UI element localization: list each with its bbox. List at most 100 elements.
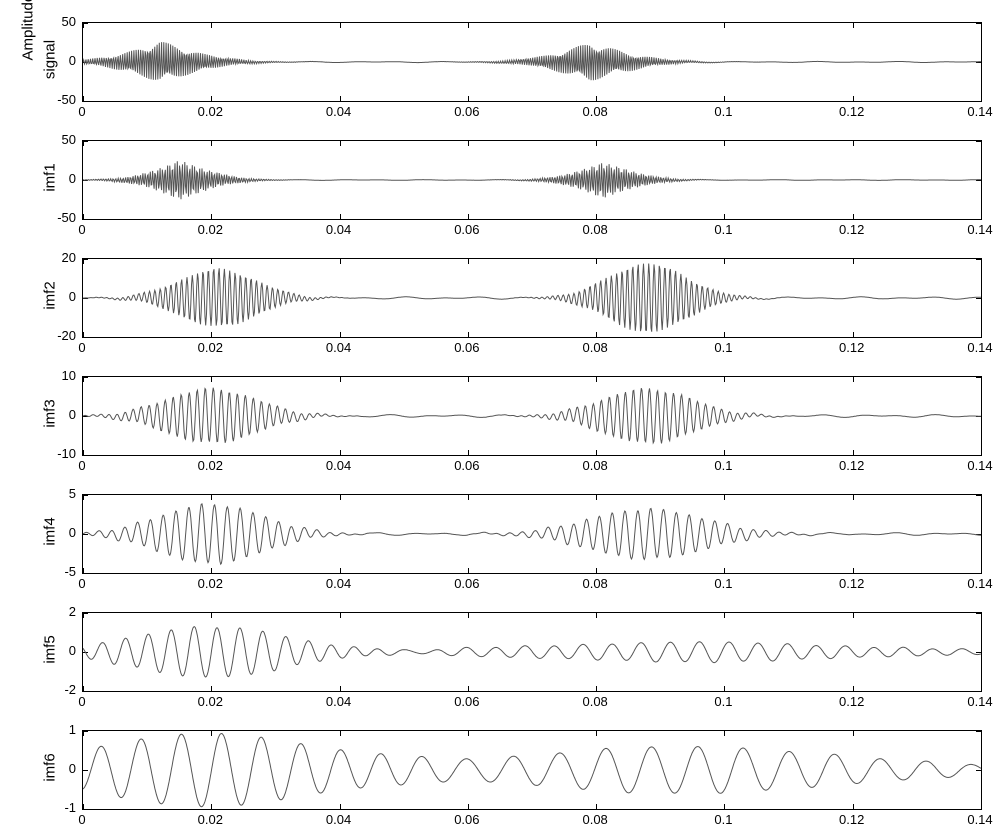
ytick-label: -5 — [34, 564, 76, 579]
xtick-label: 0.12 — [839, 104, 864, 119]
xtick — [981, 377, 982, 382]
xtick-label: 0.12 — [839, 812, 864, 827]
xtick-label: 0.06 — [454, 812, 479, 827]
xtick-label: 0 — [78, 694, 85, 709]
xtick-label: 0.08 — [582, 576, 607, 591]
ytick-label: 1 — [34, 722, 76, 737]
ytick-label: 0 — [34, 171, 76, 186]
xtick-label: 0 — [78, 222, 85, 237]
xtick-label: 0.14 — [967, 576, 992, 591]
xtick-label: 0.02 — [198, 458, 223, 473]
waveform-path-imf5 — [83, 627, 981, 677]
ytick-label: -1 — [34, 800, 76, 815]
xtick-label: 0.04 — [326, 222, 351, 237]
subplot-imf5: imf5-20200.020.040.060.080.10.120.14 — [82, 612, 980, 690]
xtick-label: 0.06 — [454, 222, 479, 237]
ytick — [976, 101, 981, 102]
xtick — [981, 23, 982, 28]
waveform-imf4 — [83, 495, 981, 573]
xtick-label: 0.14 — [967, 458, 992, 473]
xtick-label: 0.1 — [714, 576, 732, 591]
plot-area-imf5 — [82, 612, 982, 692]
xtick-label: 0.06 — [454, 694, 479, 709]
ytick-label: -50 — [34, 92, 76, 107]
xtick-label: 0.02 — [198, 222, 223, 237]
xtick-label: 0.12 — [839, 576, 864, 591]
waveform-imf6 — [83, 731, 981, 809]
ytick — [83, 101, 88, 102]
xtick-label: 0.1 — [714, 458, 732, 473]
xtick-label: 0.06 — [454, 104, 479, 119]
xtick-label: 0.04 — [326, 340, 351, 355]
ytick — [976, 691, 981, 692]
xtick-label: 0.02 — [198, 694, 223, 709]
waveform-path-signal — [83, 42, 981, 80]
subplot-signal: signal-5005000.020.040.060.080.10.120.14 — [82, 22, 980, 100]
xtick-label: 0.1 — [714, 104, 732, 119]
ytick-label: 20 — [34, 250, 76, 265]
xtick-label: 0.1 — [714, 694, 732, 709]
xtick — [981, 141, 982, 146]
ytick-label: 0 — [34, 525, 76, 540]
waveform-imf3 — [83, 377, 981, 455]
subplot-imf2: imf2-2002000.020.040.060.080.10.120.14 — [82, 258, 980, 336]
xtick-label: 0.14 — [967, 812, 992, 827]
ytick-label: -20 — [34, 328, 76, 343]
xtick-label: 0 — [78, 576, 85, 591]
xtick — [981, 259, 982, 264]
ytick-label: 50 — [34, 14, 76, 29]
ytick-label: 0 — [34, 53, 76, 68]
xtick-label: 0.02 — [198, 576, 223, 591]
xtick-label: 0.02 — [198, 812, 223, 827]
xtick-label: 0.12 — [839, 222, 864, 237]
ytick — [83, 809, 88, 810]
xtick-label: 0.1 — [714, 812, 732, 827]
ytick — [976, 337, 981, 338]
waveform-imf1 — [83, 141, 981, 219]
ytick-label: 0 — [34, 643, 76, 658]
xtick-label: 0 — [78, 340, 85, 355]
xtick-label: 0.1 — [714, 222, 732, 237]
plot-area-signal — [82, 22, 982, 102]
xtick-label: 0.08 — [582, 812, 607, 827]
xtick — [981, 568, 982, 573]
waveform-imf5 — [83, 613, 981, 691]
xtick — [981, 214, 982, 219]
ytick-label: -10 — [34, 446, 76, 461]
ytick — [976, 219, 981, 220]
xtick-label: 0.14 — [967, 222, 992, 237]
xtick-label: 0.12 — [839, 340, 864, 355]
ytick-label: -50 — [34, 210, 76, 225]
ytick-label: 50 — [34, 132, 76, 147]
xtick — [981, 613, 982, 618]
subplot-imf3: imf3-1001000.020.040.060.080.10.120.14 — [82, 376, 980, 454]
xtick-label: 0 — [78, 458, 85, 473]
waveform-signal — [83, 23, 981, 101]
ytick-label: 2 — [34, 604, 76, 619]
figure-container: Amplitude signal-5005000.020.040.060.080… — [0, 0, 1000, 828]
waveform-path-imf4 — [83, 504, 981, 564]
ytick — [83, 219, 88, 220]
amplitude-label: Amplitude — [20, 0, 37, 61]
xtick-label: 0.14 — [967, 104, 992, 119]
xtick-label: 0.02 — [198, 104, 223, 119]
xtick-label: 0.04 — [326, 576, 351, 591]
ytick — [976, 455, 981, 456]
plot-area-imf1 — [82, 140, 982, 220]
ytick — [976, 809, 981, 810]
ytick-label: 0 — [34, 407, 76, 422]
ytick — [83, 573, 88, 574]
ytick-label: -2 — [34, 682, 76, 697]
xtick-label: 0.14 — [967, 694, 992, 709]
xtick — [981, 686, 982, 691]
xtick-label: 0.02 — [198, 340, 223, 355]
xtick — [981, 96, 982, 101]
xtick-label: 0.08 — [582, 694, 607, 709]
waveform-path-imf6 — [83, 734, 981, 807]
plot-area-imf6 — [82, 730, 982, 810]
ytick-label: 0 — [34, 761, 76, 776]
xtick-label: 0.12 — [839, 694, 864, 709]
waveform-path-imf3 — [83, 388, 981, 444]
xtick — [981, 495, 982, 500]
xtick-label: 0.08 — [582, 458, 607, 473]
